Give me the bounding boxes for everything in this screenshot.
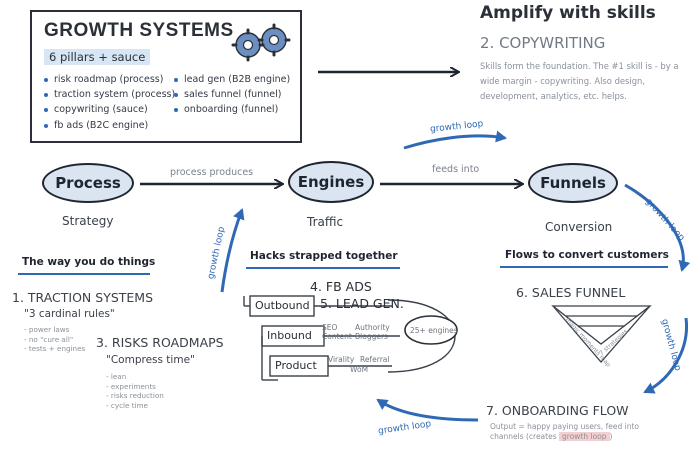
inbound-items-b: Authority Bloggers	[355, 323, 390, 341]
growth-loop-arrow-bottom	[376, 398, 479, 422]
inbound-item: SEO	[322, 323, 338, 332]
list-item: lead gen (B2B engine)	[174, 72, 290, 87]
product-label: Product	[275, 359, 317, 372]
note-item: - experiments	[106, 381, 156, 391]
copywriting-title: 2. COPYWRITING	[480, 34, 606, 52]
onboarding-desc-text: channels (creates	[490, 431, 557, 441]
list-item: onboarding (funnel)	[174, 102, 290, 117]
funnels-node: Funnels	[528, 163, 618, 203]
onboarding-flow-title: 7. ONBOARDING FLOW	[486, 403, 629, 418]
risks-roadmaps-title: 3. RISKS ROADMAPS	[96, 335, 224, 350]
risks-notes: - lean - experiments - risks reduction -…	[106, 372, 164, 410]
product-item: Virality	[328, 355, 355, 364]
edge-label-process-produces: process produces	[170, 167, 254, 178]
traffic-label: Traffic	[307, 215, 344, 229]
growth-systems-panel	[30, 10, 302, 143]
engines-node: Engines	[288, 161, 374, 203]
traction-systems-title: 1. TRACTION SYSTEMS	[12, 290, 154, 305]
product-item: Referral	[360, 355, 390, 364]
growth-systems-list-left: risk roadmap (process) traction system (…	[44, 72, 175, 133]
product-item: WoM	[350, 365, 369, 374]
note-item: - power laws	[24, 325, 70, 334]
growth-loop-arrow-top	[403, 130, 507, 150]
note-item: - tests + engines	[24, 344, 86, 353]
fb-ads-title: 4. FB ADS	[310, 279, 372, 294]
skills-title: Amplify with skills	[480, 3, 656, 23]
conversion-label: Conversion	[545, 220, 613, 234]
sales-funnel-shape	[551, 305, 652, 363]
onboarding-desc-line-2: channels (creates growth loop)	[490, 431, 639, 442]
growth-loop-highlight: growth loop	[559, 431, 610, 441]
growth-systems-list-right: lead gen (B2B engine) sales funnel (funn…	[174, 72, 290, 118]
sales-funnel-title: 6. SALES FUNNEL	[516, 285, 626, 300]
outbound-label: Outbound	[255, 299, 310, 312]
traction-systems-quote: "3 cardinal rules"	[24, 308, 115, 320]
growth-systems-title: GROWTH SYSTEMS	[44, 20, 234, 41]
note-item: - risks reduction	[106, 391, 164, 400]
engines-bracket-diagram	[243, 295, 456, 381]
traction-notes: - power laws - no "cure all" - tests + e…	[24, 325, 85, 354]
list-item: risk roadmap (process)	[44, 72, 175, 87]
growth-loop-arrow-left	[220, 208, 245, 293]
engines-count-oval	[404, 315, 458, 345]
inbound-item: Content	[322, 332, 352, 341]
engines-heading: Hacks strapped together	[250, 250, 398, 262]
list-item: traction system (process)	[44, 87, 175, 102]
note-item: - lean	[106, 372, 127, 381]
engines-count-label: 25+ engines	[410, 326, 458, 335]
inbound-label: Inbound	[267, 329, 312, 342]
inbound-item: Authority	[355, 323, 390, 332]
onboarding-description: Output = happy paying users, feed into c…	[490, 422, 639, 441]
process-node: Process	[42, 163, 134, 203]
inbound-items-a: SEO Content	[322, 323, 352, 341]
list-item: sales funnel (funnel)	[174, 87, 290, 102]
strategy-label: Strategy	[62, 214, 114, 228]
funnels-heading: Flows to convert customers	[505, 249, 669, 261]
gears-icon	[228, 20, 292, 64]
copywriting-description: Skills form the foundation. The #1 skill…	[480, 61, 679, 101]
growth-loop-arrow-right-upper	[624, 183, 691, 272]
risks-roadmaps-quote: "Compress time"	[106, 354, 195, 366]
inbound-item: Bloggers	[355, 332, 388, 341]
note-item: - cycle time	[106, 400, 148, 410]
process-heading: The way you do things	[22, 256, 156, 268]
list-item: fb ads (B2C engine)	[44, 118, 175, 133]
edge-label-feeds-into: feeds into	[432, 164, 480, 175]
lead-gen-title: 5. LEAD GEN.	[320, 296, 404, 311]
growth-loop-arrow-right-lower	[643, 317, 688, 394]
note-item: - no "cure all"	[24, 334, 74, 344]
list-item: copywriting (sauce)	[44, 102, 175, 117]
onboarding-desc-line-1: Output = happy paying users, feed into	[490, 422, 639, 431]
onboarding-desc-end: )	[609, 431, 613, 441]
growth-systems-subtitle: 6 pillars + sauce	[44, 49, 151, 65]
